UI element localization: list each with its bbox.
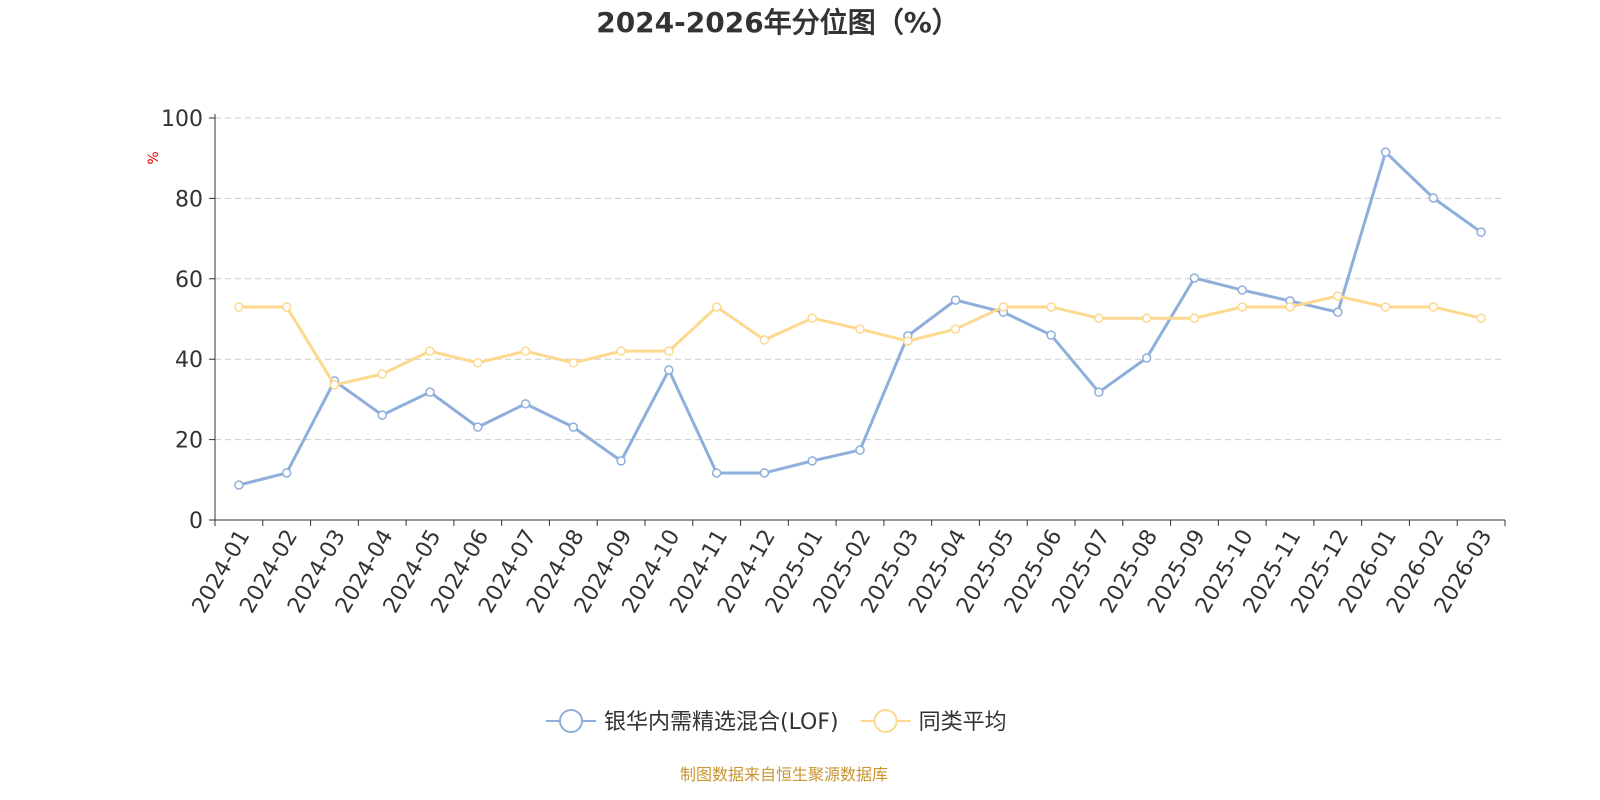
data-point [1428,302,1439,312]
data-point [234,302,244,312]
data-point [234,480,244,490]
legend-circle-icon [559,709,583,733]
data-source-note: 制图数据来自恒生聚源数据库 [680,765,888,784]
data-point [903,336,913,346]
data-point [425,346,435,356]
data-point [616,346,626,356]
data-point [759,468,770,478]
series-1 [234,291,1486,390]
data-point [377,369,387,379]
data-point [520,346,531,356]
data-point [1285,302,1295,312]
data-point [664,346,674,356]
y-tick-label: 20 [175,429,203,454]
legend-label: 银华内需精选混合(LOF) [604,710,839,735]
legend-item-0: 银华内需精选混合(LOF) [546,709,839,735]
series-line [238,150,1482,487]
data-point [664,365,674,375]
legend-label: 同类平均 [919,710,1007,735]
data-point [425,387,435,397]
data-point [1428,193,1439,203]
data-point [807,313,817,323]
data-point [950,295,961,305]
series-0 [234,147,1486,490]
data-point [1141,313,1152,323]
data-point [568,358,579,368]
data-point [616,456,626,466]
data-point [1189,313,1200,323]
y-tick-label: 40 [175,348,203,373]
data-point [1094,387,1104,397]
data-point [1189,273,1200,283]
data-point [1237,285,1247,295]
data-point [711,468,722,478]
data-point [1333,291,1343,301]
data-point [568,422,579,432]
data-point [855,445,865,455]
data-point [998,302,1009,312]
data-point [329,380,340,390]
data-point [520,399,531,409]
data-point [807,456,817,466]
data-point [1046,302,1056,312]
chart-title: 2024-2026年分位图（%） [596,6,960,39]
y-tick-label: 60 [175,268,203,293]
data-point [950,324,961,334]
data-point [1046,330,1056,340]
legend: 银华内需精选混合(LOF) 同类平均 [546,709,1007,735]
y-tick-label: 80 [175,187,203,212]
y-tick-label: 0 [189,509,203,534]
data-point [759,335,770,345]
legend-item-1: 同类平均 [860,709,1007,735]
data-point [711,302,722,312]
data-point [1476,313,1486,323]
data-point [1237,302,1247,312]
data-point [377,410,387,420]
data-point [473,358,483,368]
data-point [1094,313,1104,323]
data-point [281,302,292,312]
data-point [1141,353,1152,363]
data-point [281,468,292,478]
legend-circle-icon [873,709,898,733]
data-point [473,422,483,432]
series-line [238,294,1482,387]
data-point [1476,227,1486,237]
data-point [855,324,865,334]
y-tick-label: 100 [161,107,203,132]
data-point [1333,307,1343,317]
data-point [1380,302,1391,312]
y-axis-label: % [146,151,162,164]
data-point [1380,147,1391,157]
